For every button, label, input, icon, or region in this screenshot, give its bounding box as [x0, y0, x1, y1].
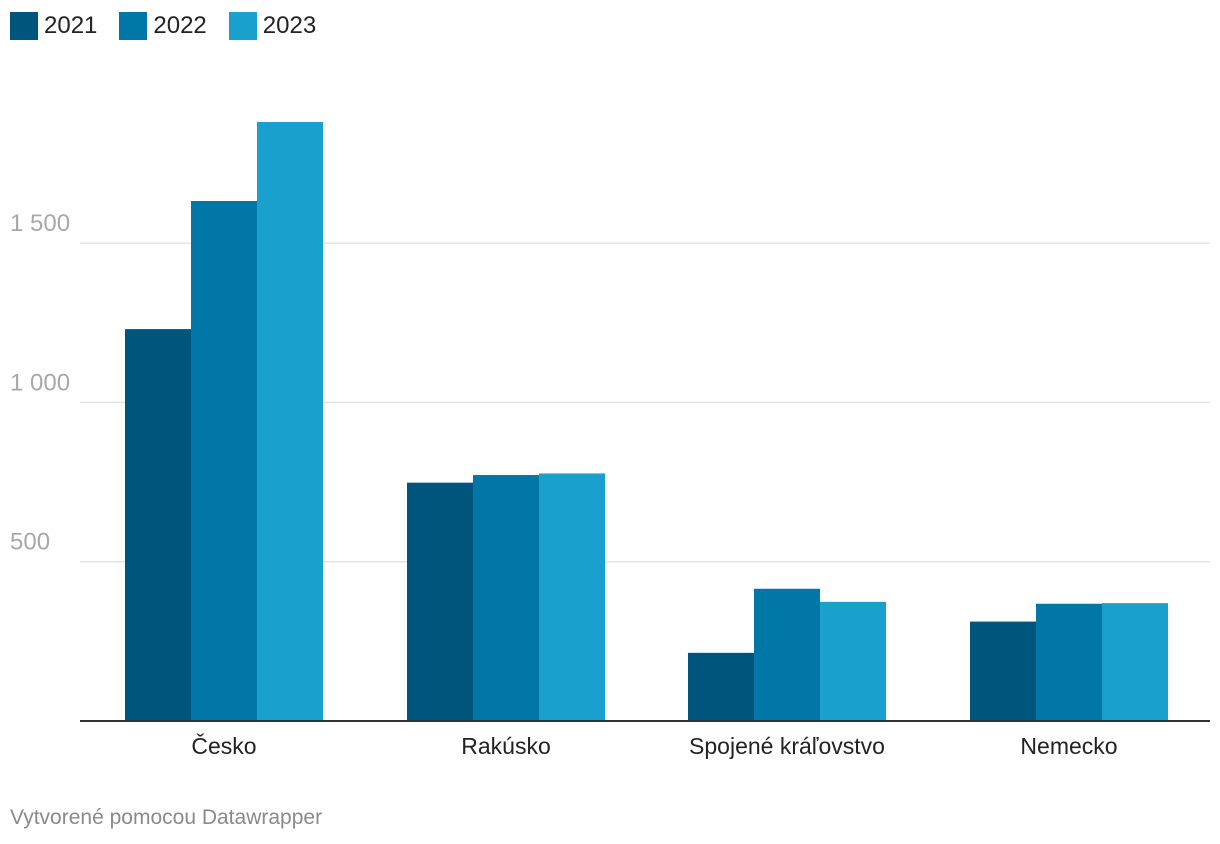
legend-label-2023: 2023	[262, 12, 317, 39]
legend: 2021 2022 2023	[10, 12, 338, 40]
legend-label-2021: 2021	[44, 12, 98, 39]
bar-2021-2	[688, 652, 754, 721]
x-tick-label-0: Česko	[191, 732, 256, 759]
y-tick-label-1000: 1 000	[10, 369, 70, 396]
legend-item-2022: 2022	[119, 12, 207, 40]
legend-item-2023: 2023	[228, 12, 317, 40]
legend-swatch-2021	[10, 12, 38, 40]
x-tick-label-2: Spojené kráľovstvo	[689, 733, 885, 759]
legend-swatch-2022	[119, 12, 148, 40]
legend-item-2021: 2021	[10, 12, 97, 40]
bar-2021-3	[970, 621, 1036, 721]
x-tick-label-3: Nemecko	[1020, 733, 1117, 759]
bar-2022-0	[191, 201, 257, 721]
bar-2022-1	[473, 475, 539, 721]
legend-swatch-2023	[228, 12, 257, 40]
x-tick-label-1: Rakúsko	[461, 733, 550, 759]
bar-2023-0	[257, 122, 323, 721]
footer-credit: Vytvorené pomocou Datawrapper	[10, 806, 323, 829]
y-tick-label-500: 500	[10, 529, 50, 556]
bar-2022-3	[1036, 603, 1102, 721]
bar-2023-2	[820, 601, 886, 721]
bar-2021-0	[125, 329, 191, 721]
bar-2023-3	[1102, 603, 1168, 721]
bar-2023-1	[539, 473, 605, 721]
bar-2022-2	[754, 588, 820, 721]
legend-label-2022: 2022	[153, 12, 207, 39]
y-tick-label-1500: 1 500	[10, 210, 70, 237]
bar-2021-1	[407, 482, 473, 721]
